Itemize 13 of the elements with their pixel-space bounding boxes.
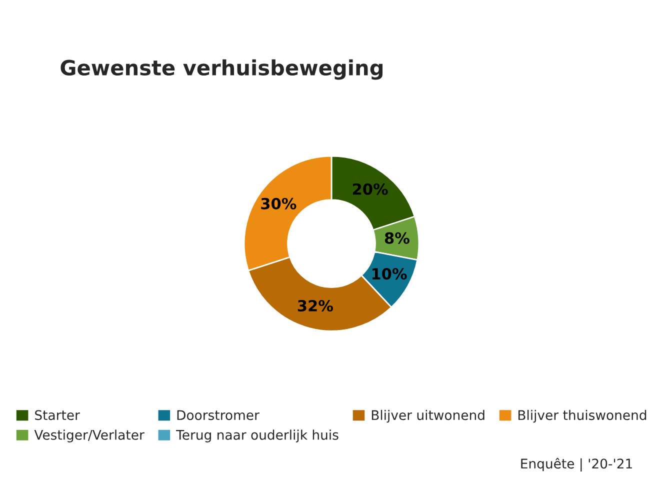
- data-label: 10%: [372, 268, 407, 280]
- text: Enquête | '20-'21: [521, 458, 632, 472]
- data-label: 20%: [352, 183, 388, 195]
- data-label: 8%: [384, 232, 410, 244]
- legend-label: Terug naar ouderlijk huis: [176, 430, 338, 442]
- data-label: 32%: [298, 300, 333, 312]
- legend-label: Blijver uitwonend: [372, 410, 484, 423]
- legend-label: Doorstromer: [177, 410, 260, 420]
- legend-label: Blijver thuiswonend: [518, 410, 646, 423]
- chart-title: Gewenste verhuisbeweging: [60, 59, 383, 80]
- legend-label: Vestiger/Verlater: [34, 430, 144, 442]
- data-label: 30%: [261, 198, 296, 210]
- legend-label: Starter: [35, 410, 80, 420]
